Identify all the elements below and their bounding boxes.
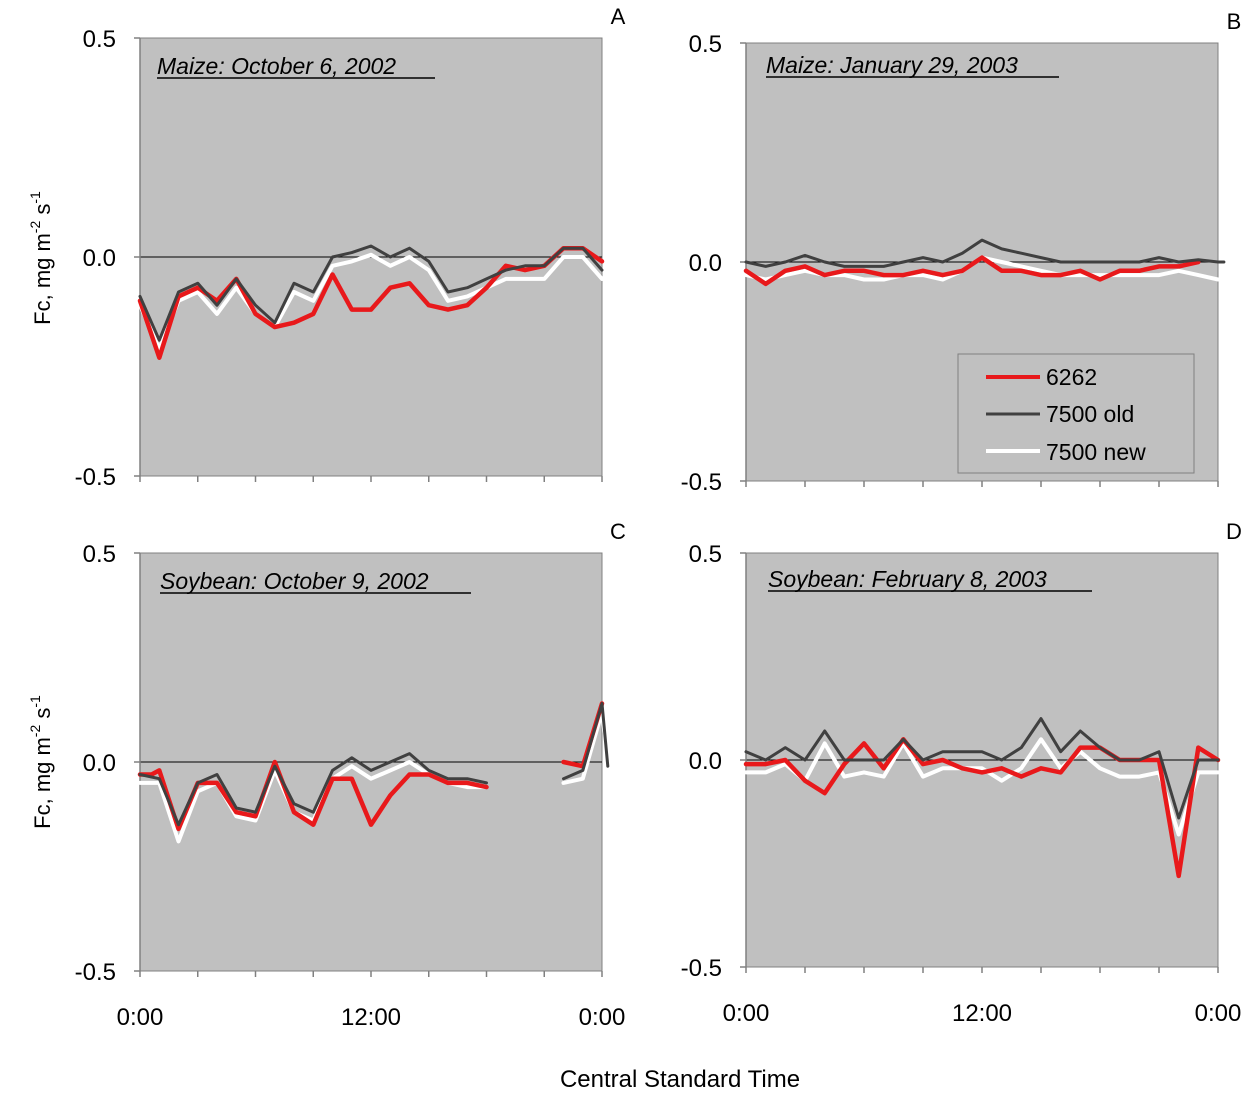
panel-letter-d: D xyxy=(1226,519,1242,544)
y-axis-label-top: Fc, mg m-2 s-1 xyxy=(27,191,55,325)
series-line-d-7500-old-0 xyxy=(744,717,1220,820)
legend-label-7500-old: 7500 old xyxy=(1046,401,1134,427)
legend-label-7500-new: 7500 new xyxy=(1046,439,1146,465)
y-tick-label-c-0: 0.5 xyxy=(83,541,116,568)
x-tick-label-d-1: 12:00 xyxy=(952,1000,1012,1027)
panel-letter-a: A xyxy=(611,4,626,29)
y-tick-label-d-0: 0.5 xyxy=(689,541,722,568)
legend-entry-7500-old: 7500 old xyxy=(986,401,1134,427)
x-tick-label-d-2: 0:00 xyxy=(1195,1000,1242,1027)
y-tick-label-d-2: -0.5 xyxy=(681,955,722,982)
x-axis-label: Central Standard Time xyxy=(560,1066,800,1093)
y-tick-label-a-2: -0.5 xyxy=(75,464,116,491)
panel-letter-b: B xyxy=(1227,9,1242,34)
x-tick-label-c-2: 0:00 xyxy=(579,1004,626,1031)
y-tick-label-a-0: 0.5 xyxy=(83,26,116,53)
x-tick-label-c-0: 0:00 xyxy=(117,1004,164,1031)
y-tick-label-c-2: -0.5 xyxy=(75,959,116,986)
series-line-a-7500-old-0 xyxy=(138,244,604,342)
y-tick-label-c-1: 0.0 xyxy=(83,750,116,777)
series-line-c-7500-old-0 xyxy=(138,752,488,827)
legend-label-6262: 6262 xyxy=(1046,364,1097,390)
series-line-b-6262-0 xyxy=(743,255,1201,287)
series-line-b-7500-old-0 xyxy=(744,238,1226,268)
panel-title-a: Maize: October 6, 2002 xyxy=(157,53,396,79)
y-tick-label-b-1: 0.0 xyxy=(689,250,722,277)
y-tick-label-a-1: 0.0 xyxy=(83,245,116,272)
series-line-a-6262-0 xyxy=(137,245,605,360)
x-tick-label-c-1: 12:00 xyxy=(341,1004,401,1031)
series-line-a-7500-new-0 xyxy=(138,252,604,351)
panel-letter-c: C xyxy=(610,519,626,544)
panel-title-b: Maize: January 29, 2003 xyxy=(766,52,1018,78)
panel-title-c: Soybean: October 9, 2002 xyxy=(160,568,429,594)
x-tick-label-d-0: 0:00 xyxy=(723,1000,770,1027)
y-tick-label-d-1: 0.0 xyxy=(689,748,722,775)
legend-entry-7500-new: 7500 new xyxy=(986,439,1146,465)
legend-entry-6262: 6262 xyxy=(986,364,1097,390)
legend: 6262 7500 old 7500 new xyxy=(957,353,1195,474)
panel-title-d: Soybean: February 8, 2003 xyxy=(768,566,1047,592)
y-tick-label-b-2: -0.5 xyxy=(681,469,722,496)
panels-layer: 0.5 0.0 -0.5 Maize: October 6, 2002 A 0.5 0.0 -… xyxy=(75,4,1242,1031)
y-axis-label-bottom: Fc, mg m-2 s-1 xyxy=(27,695,55,829)
series-line-c-7500-old-1 xyxy=(562,702,610,781)
y-tick-label-b-0: 0.5 xyxy=(689,31,722,58)
panel-a: 0.5 0.0 -0.5 Maize: October 6, 2002 A xyxy=(75,4,626,491)
series-line-d-7500-new-0 xyxy=(744,737,1220,837)
